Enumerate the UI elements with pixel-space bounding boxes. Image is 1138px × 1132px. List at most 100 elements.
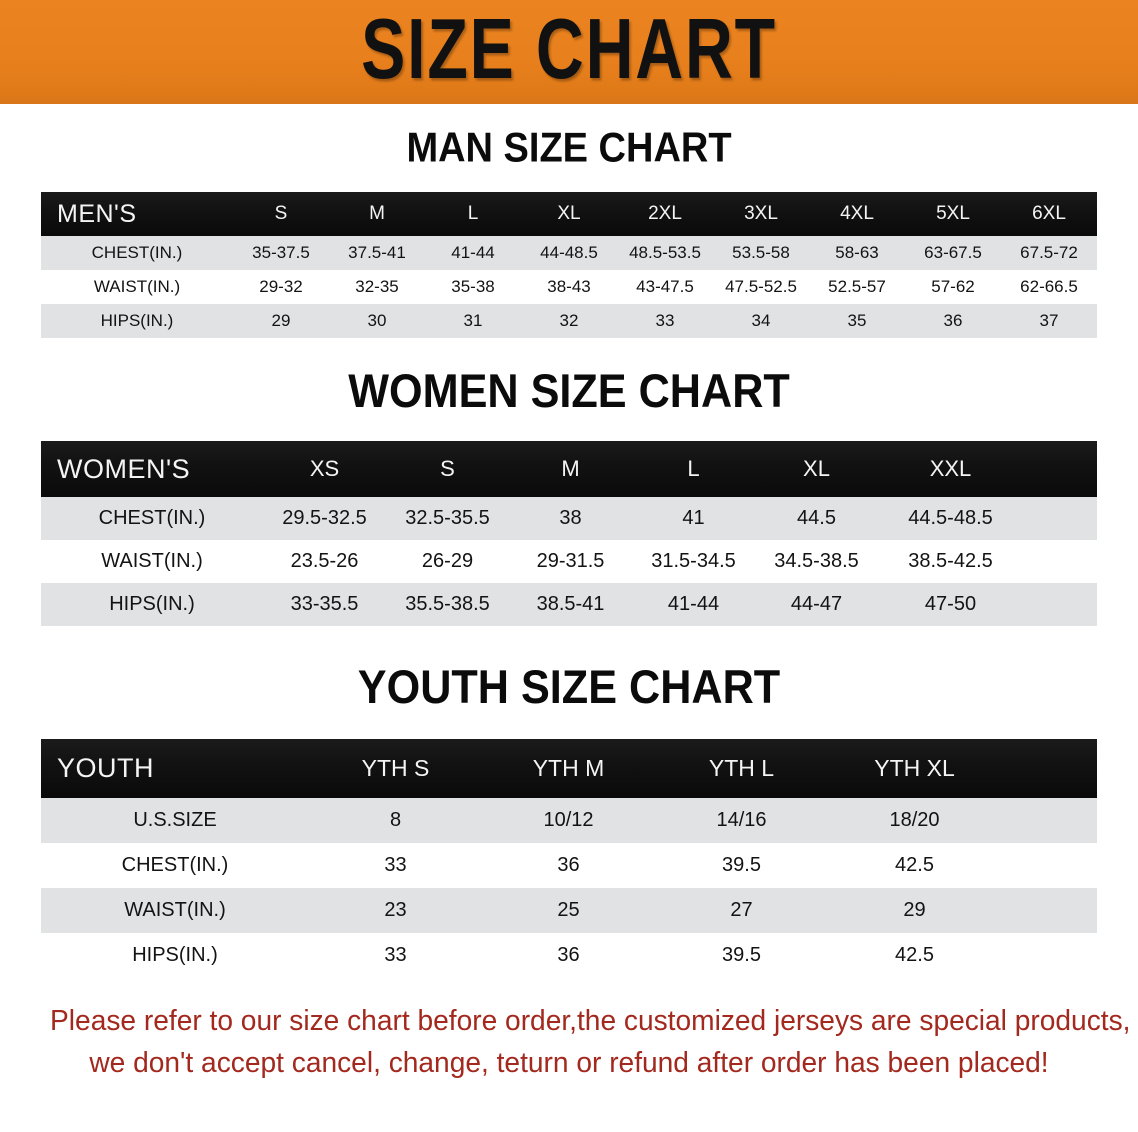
women-waist-xl: 34.5-38.5 (755, 540, 878, 583)
women-row-spacer (1023, 540, 1097, 583)
women-chest-xxl: 44.5-48.5 (878, 497, 1023, 540)
man-waist-s: 29-32 (233, 270, 329, 304)
man-chest-xl: 44-48.5 (521, 236, 617, 270)
youth-ussize-s: 8 (309, 798, 482, 843)
man-hips-xl: 32 (521, 304, 617, 338)
man-row-label-chest: CHEST(IN.) (41, 236, 233, 270)
youth-row-label-ussize: U.S.SIZE (41, 798, 309, 843)
youth-chest-l: 39.5 (655, 843, 828, 888)
women-chest-xs: 29.5-32.5 (263, 497, 386, 540)
man-col-head-3xl: 3XL (713, 192, 809, 236)
youth-header-row: YOUTH YTH S YTH M YTH L YTH XL (41, 739, 1097, 798)
youth-ussize-m: 10/12 (482, 798, 655, 843)
man-chest-4xl: 58-63 (809, 236, 905, 270)
women-waist-xxl: 38.5-42.5 (878, 540, 1023, 583)
youth-chest-s: 33 (309, 843, 482, 888)
youth-header-spacer (1001, 739, 1097, 798)
youth-row-spacer (1001, 933, 1097, 978)
youth-col-head-s: YTH S (309, 739, 482, 798)
page-title: SIZE CHART (361, 2, 777, 97)
women-col-head-xs: XS (263, 441, 386, 497)
women-hips-l: 41-44 (632, 583, 755, 626)
man-col-head-xl: XL (521, 192, 617, 236)
women-waist-s: 26-29 (386, 540, 509, 583)
youth-section-title: YOUTH SIZE CHART (357, 659, 781, 714)
man-hips-2xl: 33 (617, 304, 713, 338)
man-col-head-m: M (329, 192, 425, 236)
man-chest-l: 41-44 (425, 236, 521, 270)
youth-waist-l: 27 (655, 888, 828, 933)
man-hips-3xl: 34 (713, 304, 809, 338)
table-row: HIPS(IN.) 33 36 39.5 42.5 (41, 933, 1097, 978)
man-chest-2xl: 48.5-53.5 (617, 236, 713, 270)
table-row: CHEST(IN.) 33 36 39.5 42.5 (41, 843, 1097, 888)
youth-waist-xl: 29 (828, 888, 1001, 933)
women-chest-s: 32.5-35.5 (386, 497, 509, 540)
women-hips-xxl: 47-50 (878, 583, 1023, 626)
women-hips-m: 38.5-41 (509, 583, 632, 626)
page-banner: SIZE CHART (0, 0, 1138, 104)
women-chest-l: 41 (632, 497, 755, 540)
man-waist-l: 35-38 (425, 270, 521, 304)
man-hips-6xl: 37 (1001, 304, 1097, 338)
man-row-label-hips: HIPS(IN.) (41, 304, 233, 338)
women-size-table-wrap: WOMEN'S XS S M L XL XXL CHEST(IN.) 29.5-… (41, 441, 1097, 626)
youth-row-label-hips: HIPS(IN.) (41, 933, 309, 978)
disclaimer-note: Please refer to our size chart before or… (50, 1000, 1131, 1084)
youth-row-spacer (1001, 843, 1097, 888)
youth-size-table: YOUTH YTH S YTH M YTH L YTH XL U.S.SIZE … (41, 739, 1097, 978)
man-col-head-6xl: 6XL (1001, 192, 1097, 236)
man-col-head-5xl: 5XL (905, 192, 1001, 236)
youth-ussize-l: 14/16 (655, 798, 828, 843)
man-waist-3xl: 47.5-52.5 (713, 270, 809, 304)
man-hips-m: 30 (329, 304, 425, 338)
man-col-head-s: S (233, 192, 329, 236)
table-row: WAIST(IN.) 23.5-26 26-29 29-31.5 31.5-34… (41, 540, 1097, 583)
man-waist-4xl: 52.5-57 (809, 270, 905, 304)
table-row: HIPS(IN.) 29 30 31 32 33 34 35 36 37 (41, 304, 1097, 338)
man-section-title: MAN SIZE CHART (406, 124, 732, 172)
women-row-label-chest: CHEST(IN.) (41, 497, 263, 540)
youth-chest-m: 36 (482, 843, 655, 888)
man-waist-6xl: 62-66.5 (1001, 270, 1097, 304)
man-chest-m: 37.5-41 (329, 236, 425, 270)
youth-chest-xl: 42.5 (828, 843, 1001, 888)
women-row-spacer (1023, 497, 1097, 540)
table-row: CHEST(IN.) 29.5-32.5 32.5-35.5 38 41 44.… (41, 497, 1097, 540)
women-col-head-xl: XL (755, 441, 878, 497)
man-size-table-wrap: MEN'S S M L XL 2XL 3XL 4XL 5XL 6XL CHEST… (41, 192, 1097, 338)
women-waist-m: 29-31.5 (509, 540, 632, 583)
youth-hips-s: 33 (309, 933, 482, 978)
man-col-head-l: L (425, 192, 521, 236)
youth-col-head-m: YTH M (482, 739, 655, 798)
women-waist-xs: 23.5-26 (263, 540, 386, 583)
man-corner-label: MEN'S (41, 192, 233, 236)
man-row-label-waist: WAIST(IN.) (41, 270, 233, 304)
youth-size-table-wrap: YOUTH YTH S YTH M YTH L YTH XL U.S.SIZE … (41, 739, 1097, 978)
women-header-row: WOMEN'S XS S M L XL XXL (41, 441, 1097, 497)
man-waist-xl: 38-43 (521, 270, 617, 304)
youth-hips-xl: 42.5 (828, 933, 1001, 978)
women-row-spacer (1023, 583, 1097, 626)
youth-row-spacer (1001, 798, 1097, 843)
man-chest-6xl: 67.5-72 (1001, 236, 1097, 270)
disclaimer-line-2: we don't accept cancel, change, teturn o… (89, 1047, 1049, 1080)
youth-waist-s: 23 (309, 888, 482, 933)
man-header-row: MEN'S S M L XL 2XL 3XL 4XL 5XL 6XL (41, 192, 1097, 236)
man-col-head-4xl: 4XL (809, 192, 905, 236)
man-hips-s: 29 (233, 304, 329, 338)
women-row-label-hips: HIPS(IN.) (41, 583, 263, 626)
youth-ussize-xl: 18/20 (828, 798, 1001, 843)
man-hips-l: 31 (425, 304, 521, 338)
youth-col-head-xl: YTH XL (828, 739, 1001, 798)
youth-hips-l: 39.5 (655, 933, 828, 978)
youth-row-label-chest: CHEST(IN.) (41, 843, 309, 888)
women-col-head-xxl: XXL (878, 441, 1023, 497)
women-hips-xs: 33-35.5 (263, 583, 386, 626)
man-chest-s: 35-37.5 (233, 236, 329, 270)
disclaimer-line-1: Please refer to our size chart before or… (50, 1005, 1131, 1037)
women-header-spacer (1023, 441, 1097, 497)
youth-waist-m: 25 (482, 888, 655, 933)
man-col-head-2xl: 2XL (617, 192, 713, 236)
women-chest-xl: 44.5 (755, 497, 878, 540)
